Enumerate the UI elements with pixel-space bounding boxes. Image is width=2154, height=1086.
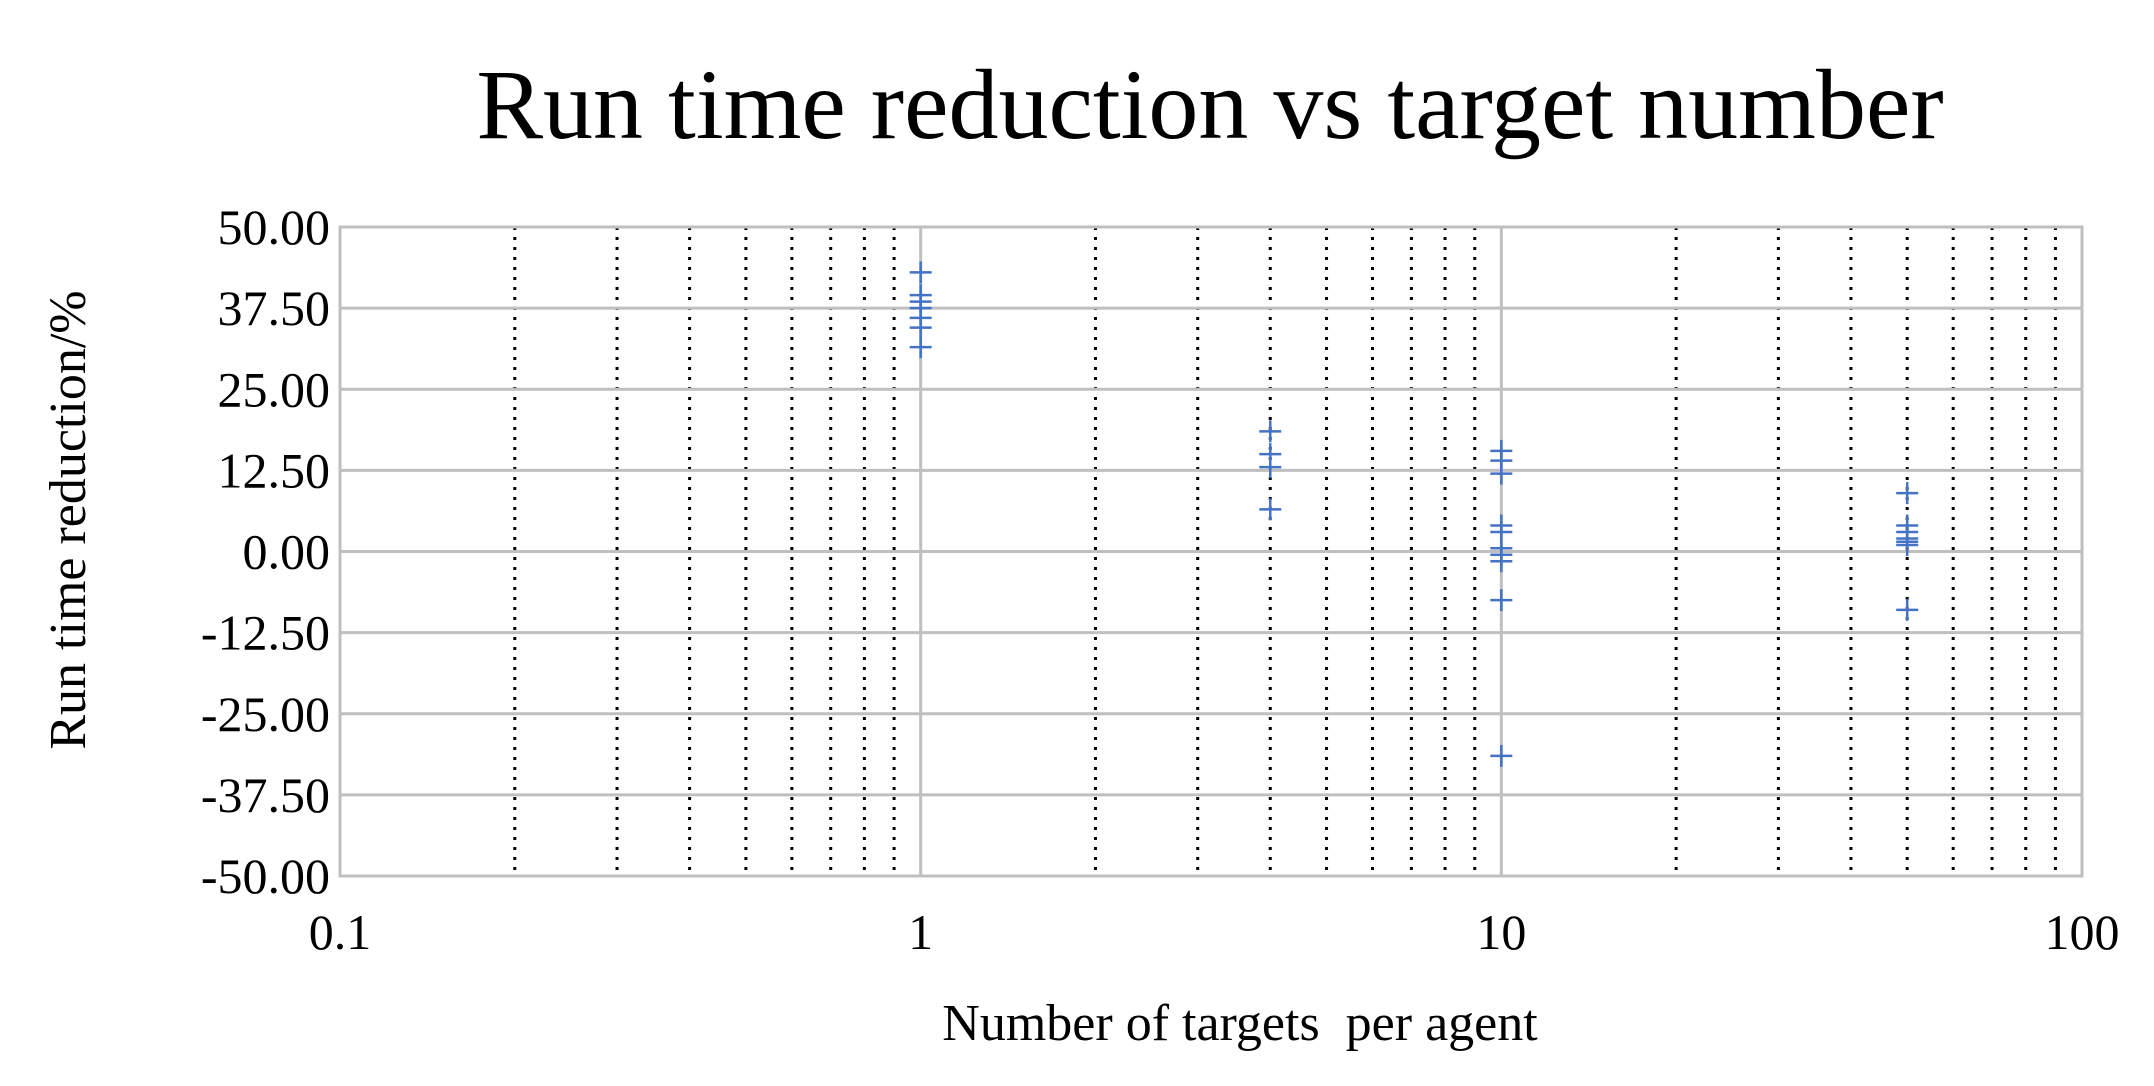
- data-point: [1896, 482, 1919, 505]
- y-tick-label: 25.00: [218, 361, 331, 417]
- x-tick-label: 0.1: [309, 904, 372, 960]
- x-tick-label: 10: [1476, 904, 1526, 960]
- major-gridlines: [338, 225, 2084, 878]
- y-tick-label: -12.50: [201, 605, 330, 661]
- chart-title: Run time reduction vs target number: [476, 49, 1943, 160]
- y-tick-label: 50.00: [218, 199, 331, 255]
- plot-border: [338, 225, 2084, 878]
- data-point: [1896, 598, 1919, 621]
- x-axis-tick-labels: 0.1 1 10 100: [309, 904, 2120, 960]
- y-axis-tick-labels: 50.00 37.50 25.00 12.50 0.00 -12.50 -25.00 -37.…: [201, 199, 330, 904]
- data-point: [1490, 589, 1513, 612]
- data-point: [909, 316, 932, 339]
- x-tick-label: 1: [908, 904, 933, 960]
- minor-gridlines: [513, 227, 2057, 876]
- data-point: [1896, 534, 1919, 557]
- plot-area: [338, 225, 2084, 878]
- y-tick-label: 0.00: [243, 524, 331, 580]
- y-tick-label: 12.50: [218, 442, 331, 498]
- data-point: [1490, 550, 1513, 573]
- y-tick-label: -37.50: [201, 767, 330, 823]
- data-point: [1490, 462, 1513, 485]
- y-tick-label: -50.00: [201, 848, 330, 904]
- y-axis-title: Run time reduction/%: [40, 290, 97, 749]
- y-tick-label: 37.50: [218, 280, 331, 336]
- y-tick-label: -25.00: [201, 686, 330, 742]
- data-markers: [909, 261, 1919, 767]
- data-point: [1490, 744, 1513, 767]
- data-point: [1259, 456, 1282, 479]
- data-point: [1259, 420, 1282, 443]
- data-point: [909, 261, 932, 284]
- x-axis-title: Number of targets per agent: [942, 995, 1538, 1052]
- data-point: [909, 336, 932, 359]
- x-tick-label: 100: [2045, 904, 2120, 960]
- data-point: [1259, 498, 1282, 521]
